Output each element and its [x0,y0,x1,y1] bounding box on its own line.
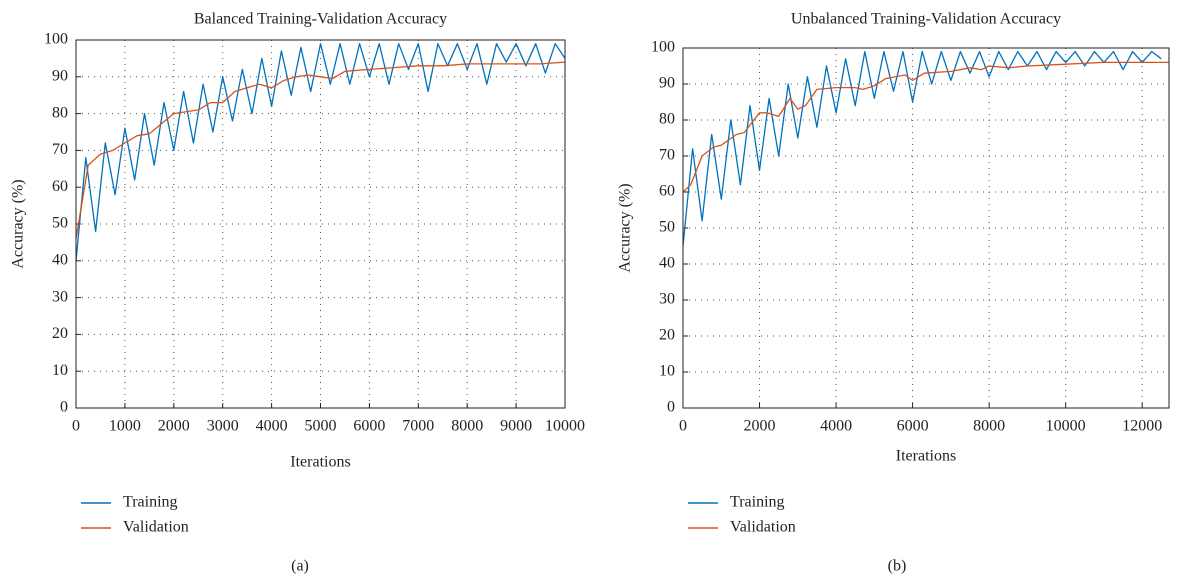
x-tick-label: 2000 [744,418,776,435]
x-tick-label: 2000 [158,418,190,435]
series-line [682,61,1169,193]
y-tick-label: 50 [52,215,68,232]
x-axis-label: Iterations [290,454,350,471]
x-tick-label: 12000 [1122,418,1162,435]
x-tick-label: 8000 [451,418,483,435]
y-tick-label: 60 [52,178,68,195]
x-tick-label: 3000 [207,418,239,435]
y-tick-label: 40 [659,255,675,272]
y-tick-label: 0 [667,399,675,416]
y-axis-label: Accuracy (%) [10,179,27,268]
y-tick-label: 80 [659,111,675,128]
y-tick-label: 100 [651,39,675,56]
y-tick-label: 30 [52,288,68,305]
series-line [75,61,566,239]
y-tick-label: 10 [659,363,675,380]
y-tick-label: 70 [659,147,675,164]
y-tick-label: 20 [52,325,68,342]
y-tick-label: 60 [659,183,675,200]
caption: (a) [291,558,309,575]
y-tick-label: 70 [52,141,68,158]
plot-frame [75,39,566,409]
y-tick-label: 0 [60,399,68,416]
series-line [682,50,1162,247]
x-tick-label: 9000 [500,418,532,435]
y-tick-label: 80 [52,104,68,121]
x-tick-label: 6000 [353,418,385,435]
y-tick-label: 90 [52,67,68,84]
caption: (b) [888,558,907,575]
x-tick-label: 8000 [973,418,1005,435]
chart-title: Unbalanced Training-Validation Accuracy [791,11,1061,28]
series-line [75,43,566,261]
x-tick-label: 0 [72,418,80,435]
x-tick-label: 0 [679,418,687,435]
y-axis-label: Accuracy (%) [617,183,634,272]
x-tick-label: 5000 [305,418,337,435]
chart-title: Balanced Training-Validation Accuracy [194,11,447,28]
y-tick-label: 40 [52,251,68,268]
plot-frame [682,47,1170,409]
legend-label: Validation [730,519,796,536]
y-tick-label: 20 [659,327,675,344]
y-tick-label: 100 [44,31,68,48]
y-tick-label: 10 [52,362,68,379]
legend-label: Validation [123,519,189,536]
x-tick-label: 7000 [402,418,434,435]
x-tick-label: 1000 [109,418,141,435]
x-tick-label: 4000 [820,418,852,435]
x-tick-label: 4000 [256,418,288,435]
legend-label: Training [730,494,785,511]
x-tick-label: 10000 [1046,418,1086,435]
y-tick-label: 30 [659,291,675,308]
x-axis-label: Iterations [896,448,956,465]
y-tick-label: 50 [659,219,675,236]
x-tick-label: 10000 [545,418,585,435]
legend-label: Training [123,494,178,511]
x-tick-label: 6000 [897,418,929,435]
y-tick-label: 90 [659,75,675,92]
